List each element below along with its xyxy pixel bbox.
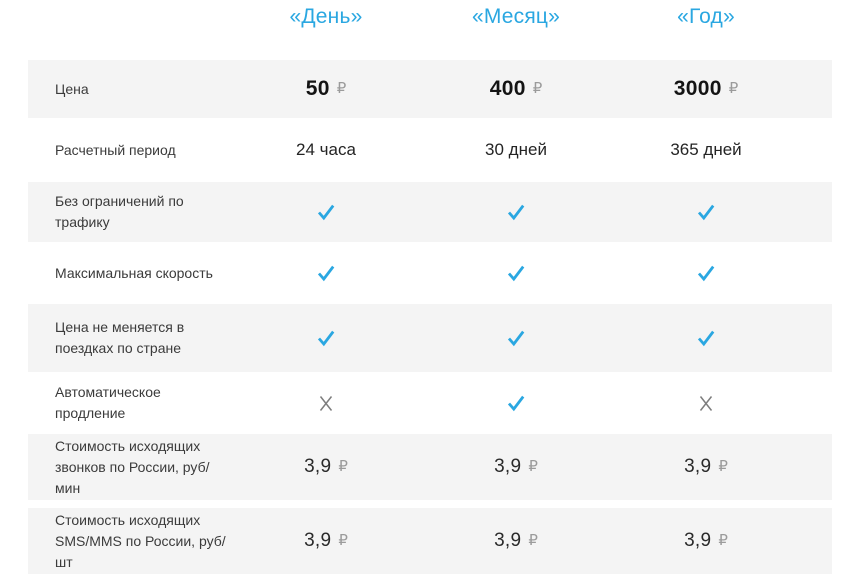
price-value: 3,9 — [494, 530, 522, 551]
column-header-year[interactable]: «Год» — [677, 5, 735, 28]
price-cell: 400 ₽ — [421, 77, 611, 101]
ruble-sign: ₽ — [338, 531, 348, 549]
ruble-sign: ₽ — [718, 457, 728, 475]
table-row-unlimited-traffic: Без ограничений по трафику — [28, 182, 832, 242]
price-cell: 3,9 ₽ — [231, 456, 421, 478]
price-cell: 3,9 ₽ — [421, 456, 611, 478]
ruble-sign: ₽ — [728, 79, 739, 97]
table-row-auto-renewal: Автоматическое продление — [28, 374, 832, 432]
ruble-sign: ₽ — [336, 79, 347, 97]
check-icon — [507, 265, 525, 281]
table-body: Цена 50 ₽ 400 ₽ 3000 ₽ Расчетный период … — [0, 60, 850, 574]
column-header-day[interactable]: «День» — [289, 5, 363, 28]
check-icon — [697, 204, 715, 220]
price-value: 400 — [489, 77, 526, 100]
check-icon — [697, 265, 715, 281]
price-value: 3,9 — [684, 456, 712, 477]
price-cell: 50 ₽ — [231, 77, 421, 101]
price-cell: 3,9 ₽ — [421, 530, 611, 552]
price-cell: 3,9 ₽ — [611, 456, 801, 478]
check-icon — [697, 330, 715, 346]
cross-icon — [319, 395, 333, 411]
tariff-comparison-table: «День» «Месяц» «Год» Цена 50 ₽ 400 ₽ 300… — [0, 5, 850, 578]
price-value: 3,9 — [494, 456, 522, 477]
cross-icon — [699, 395, 713, 411]
period-value: 30 дней — [485, 140, 547, 159]
table-row-sms-cost: Стоимость исходящих SMS/MMS по России, р… — [28, 508, 832, 574]
ruble-sign: ₽ — [528, 531, 538, 549]
table-header-row: «День» «Месяц» «Год» — [28, 5, 832, 35]
ruble-sign: ₽ — [528, 457, 538, 475]
table-row-period: Расчетный период 24 часа 30 дней 365 дне… — [28, 120, 832, 180]
column-header-month[interactable]: «Месяц» — [471, 5, 561, 28]
ruble-sign: ₽ — [532, 79, 543, 97]
price-value: 3,9 — [304, 530, 332, 551]
check-icon — [507, 395, 525, 411]
price-value: 50 — [305, 77, 330, 100]
price-value: 3,9 — [304, 456, 332, 477]
check-icon — [317, 330, 335, 346]
row-label: Расчетный период — [55, 141, 176, 158]
row-label: Стоимость исходящих звонков по России, р… — [55, 437, 210, 496]
price-value: 3,9 — [684, 530, 712, 551]
price-value: 3000 — [673, 77, 722, 100]
check-icon — [317, 204, 335, 220]
row-label: Цена — [55, 80, 89, 97]
price-cell: 3000 ₽ — [611, 77, 801, 101]
table-row-calls-cost: Стоимость исходящих звонков по России, р… — [28, 434, 832, 500]
row-label: Максимальная скорость — [55, 264, 213, 281]
row-label: Автоматическое продление — [55, 384, 161, 421]
ruble-sign: ₽ — [338, 457, 348, 475]
price-cell: 3,9 ₽ — [611, 530, 801, 552]
check-icon — [507, 330, 525, 346]
price-cell: 3,9 ₽ — [231, 530, 421, 552]
table-row-travel-price: Цена не меняется в поездках по стране — [28, 304, 832, 372]
row-label: Стоимость исходящих SMS/MMS по России, р… — [55, 511, 226, 570]
period-value: 365 дней — [670, 140, 742, 159]
ruble-sign: ₽ — [718, 531, 728, 549]
row-label: Цена не меняется в поездках по стране — [55, 319, 185, 356]
table-row-price: Цена 50 ₽ 400 ₽ 3000 ₽ — [28, 60, 832, 118]
check-icon — [317, 265, 335, 281]
table-row-max-speed: Максимальная скорость — [28, 244, 832, 302]
row-label: Без ограничений по трафику — [55, 193, 184, 230]
period-value: 24 часа — [296, 140, 356, 159]
check-icon — [507, 204, 525, 220]
